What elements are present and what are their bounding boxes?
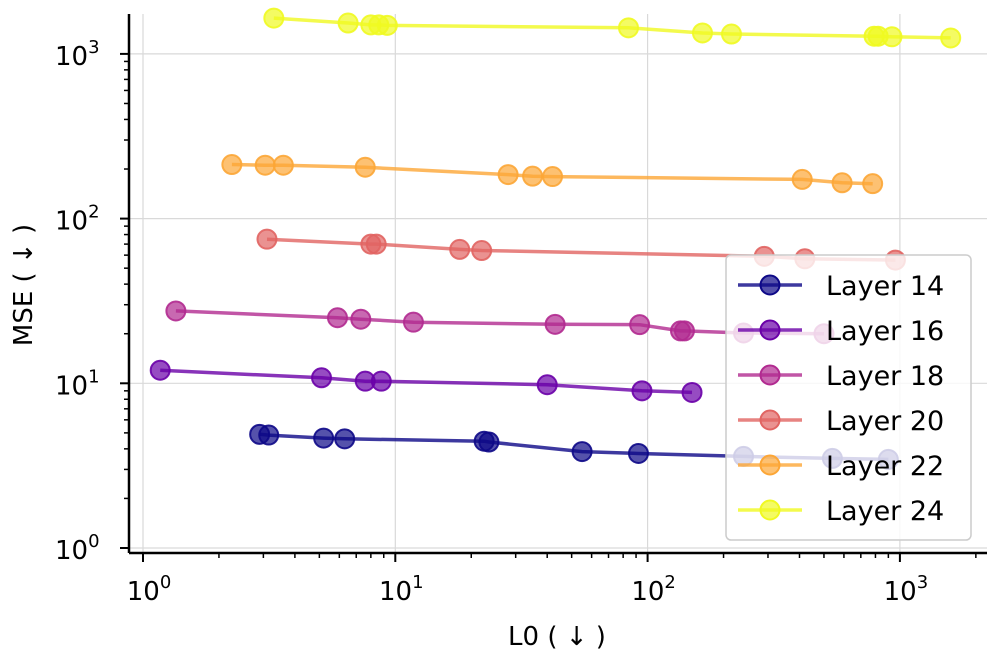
y-tick-label: 102: [55, 202, 100, 237]
data-point: [449, 238, 471, 260]
data-point: [258, 424, 280, 446]
data-point: [691, 22, 713, 44]
data-point: [326, 307, 348, 329]
data-point: [337, 12, 359, 34]
data-point: [881, 26, 903, 48]
legend-item: Layer 16: [738, 316, 944, 347]
series-line: [160, 368, 693, 395]
data-point: [631, 380, 653, 402]
legend-swatch-marker: [759, 499, 781, 521]
legend-box: [725, 254, 972, 541]
legend: Layer 14 Layer 16 Layer 18 Layer 20 Layer 22…: [725, 254, 972, 541]
data-point: [542, 166, 564, 188]
x-tick-label: 102: [631, 572, 676, 607]
data-point: [354, 156, 376, 178]
data-point: [720, 23, 742, 45]
legend-label: Layer 20: [826, 406, 944, 437]
data-point: [149, 359, 171, 381]
data-point: [571, 441, 593, 463]
y-tick-label: 103: [55, 37, 100, 72]
data-point: [940, 27, 962, 49]
legend-item: Layer 22: [738, 451, 944, 482]
legend-swatch-marker: [759, 319, 781, 341]
legend-label: Layer 22: [826, 451, 944, 482]
y-tick-label: 101: [55, 366, 100, 401]
series-layer-24: [263, 7, 962, 49]
grid: [129, 14, 987, 553]
legend-item: Layer 18: [738, 361, 944, 392]
data-point: [522, 165, 544, 187]
series-line: [175, 309, 825, 336]
data-point: [334, 428, 356, 450]
legend-item: Layer 24: [738, 496, 944, 527]
data-point: [311, 367, 333, 389]
data-point: [350, 308, 372, 330]
data-point: [862, 173, 884, 195]
tick-labels: 100 101 102 103 100 101 102 103: [55, 37, 977, 607]
x-tick-label: 101: [379, 572, 424, 607]
data-point: [370, 370, 392, 392]
y-tick-label: 100: [55, 531, 100, 566]
data-point: [256, 228, 278, 250]
data-point: [471, 240, 493, 262]
legend-item: Layer 14: [738, 271, 944, 302]
legend-swatch-marker: [759, 409, 781, 431]
data-point: [627, 442, 649, 464]
legend-label: Layer 16: [826, 316, 944, 347]
data-point: [617, 17, 639, 39]
legend-item: Layer 20: [738, 406, 944, 437]
data-point: [376, 14, 398, 36]
data-point: [365, 233, 387, 255]
x-axis-title: L0 ( ↓ ): [508, 622, 606, 652]
legend-label: Layer 14: [826, 271, 944, 302]
data-point: [629, 314, 651, 336]
data-point: [165, 300, 187, 322]
data-point: [221, 154, 243, 176]
data-point: [791, 168, 813, 190]
data-point: [263, 7, 285, 29]
data-point: [497, 164, 519, 186]
x-tick-label: 103: [884, 572, 929, 607]
data-point: [536, 374, 558, 396]
legend-label: Layer 18: [826, 361, 944, 392]
legend-swatch-marker: [759, 274, 781, 296]
data-point: [313, 427, 335, 449]
data-point: [254, 154, 276, 176]
legend-label: Layer 24: [826, 496, 944, 527]
data-point: [272, 154, 294, 176]
series-layer-16: [149, 359, 703, 403]
x-tick-label: 100: [127, 572, 172, 607]
data-point: [831, 172, 853, 194]
data-point: [544, 313, 566, 335]
series-layer-22: [221, 154, 884, 195]
legend-swatch-marker: [759, 364, 781, 386]
legend-swatch-marker: [759, 454, 781, 476]
data-point: [402, 311, 424, 333]
data-point: [478, 431, 500, 453]
data-point: [681, 381, 703, 403]
y-axis-title: MSE ( ↓ ): [9, 224, 39, 346]
data-point: [673, 320, 695, 342]
